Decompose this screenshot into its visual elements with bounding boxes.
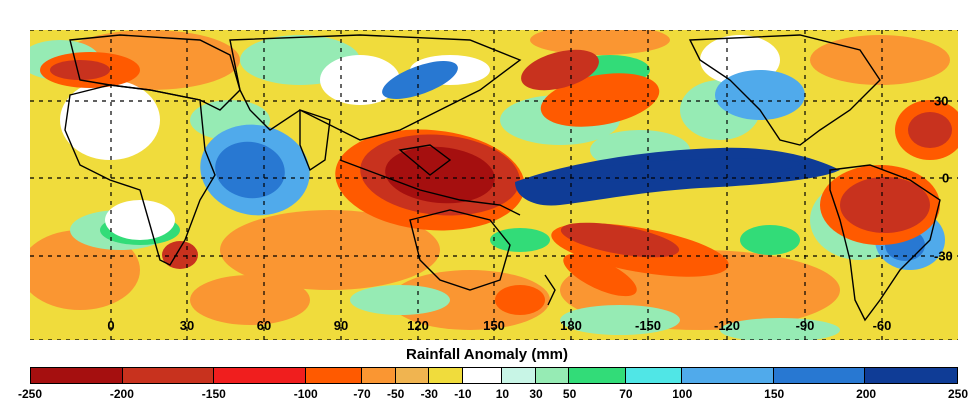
- colorbar-tick-label: -30: [420, 387, 438, 401]
- colorbar-tick-label: -100: [293, 387, 318, 401]
- colorbar-tick-label: 30: [529, 387, 543, 401]
- colorbar-tick-label: 250: [947, 387, 969, 401]
- colorbar-tick-label: 10: [495, 387, 510, 401]
- lon-label-neg150: -150: [634, 318, 662, 333]
- colorbar-segment: [773, 368, 866, 383]
- anomaly-patch: [540, 73, 660, 127]
- coastline: [688, 34, 881, 146]
- anomaly-field: [30, 30, 958, 340]
- colorbar-segment: [122, 368, 215, 383]
- lat-label-0: 0: [942, 170, 950, 186]
- lat-label-30: 30: [934, 93, 949, 109]
- lon-label-90: 90: [333, 318, 349, 333]
- anomaly-patch: [521, 49, 599, 91]
- graticule: [30, 30, 958, 340]
- anomaly-patch: [495, 285, 545, 315]
- anomaly-patch: [908, 112, 952, 148]
- anomaly-patch: [715, 70, 805, 120]
- coastline: [409, 209, 511, 291]
- colorbar-segment: [681, 368, 774, 383]
- anomaly-patch: [105, 200, 175, 240]
- colorbar-segment: [362, 368, 396, 383]
- anomaly-patch: [382, 61, 458, 99]
- anomaly-patch: [530, 30, 670, 55]
- anomaly-patch: [50, 60, 110, 80]
- colorbar-segment: [625, 368, 682, 383]
- anomaly-patch: [60, 80, 160, 160]
- anomaly-patch: [350, 285, 450, 315]
- anomaly-patch: [560, 158, 800, 182]
- coastline: [339, 159, 521, 216]
- colorbar-segment: [462, 368, 503, 383]
- coastline: [398, 144, 452, 176]
- coastline: [829, 164, 941, 322]
- lon-label-0: 0: [107, 318, 115, 333]
- coastline: [299, 109, 331, 172]
- anomaly-patch: [320, 55, 400, 105]
- colorbar-tick-label: -70: [353, 387, 371, 401]
- anomaly-patch: [720, 318, 840, 340]
- colorbar-segment: [535, 368, 570, 383]
- colorbar-segment: [214, 368, 307, 383]
- lon-label-30: 30: [179, 318, 195, 333]
- lon-label-neg60: -60: [872, 318, 892, 333]
- lon-label-60: 60: [256, 318, 272, 333]
- coastline: [229, 34, 522, 141]
- colorbar-tick-label: 200: [856, 387, 877, 401]
- anomaly-patch: [190, 275, 310, 325]
- anomaly-patch: [560, 222, 680, 258]
- lon-label-neg90: -90: [795, 318, 815, 333]
- colorbar-tick-label: 150: [764, 387, 785, 401]
- lat-label-neg30: -30: [934, 248, 953, 264]
- colorbar-tick-label: -50: [386, 387, 405, 401]
- anomaly-patch: [215, 141, 285, 199]
- colorbar-segment: [429, 368, 463, 383]
- anomaly-patch: [560, 305, 680, 335]
- anomaly-patch: [220, 210, 440, 290]
- anomaly-patch: [30, 230, 140, 310]
- coastline: [544, 274, 556, 306]
- colorbar-segment: [502, 368, 536, 383]
- lon-label-180: 180: [560, 318, 582, 333]
- colorbar-tick-label: -200: [109, 387, 134, 401]
- anomaly-patch: [810, 35, 950, 85]
- lon-label-neg120: -120: [713, 318, 741, 333]
- anomaly-patch: [740, 225, 800, 255]
- coastlines: [64, 34, 941, 322]
- lon-label-120: 120: [407, 318, 429, 333]
- colorbar-segment: [395, 368, 430, 383]
- colorbar-tick-label: -150: [201, 387, 226, 401]
- colorbar-segment: [306, 368, 363, 383]
- legend-title: Rainfall Anomaly (mm): [406, 346, 568, 363]
- coastline: [69, 34, 241, 111]
- colorbar-tick-label: 50: [562, 387, 577, 401]
- anomaly-patch: [390, 270, 550, 330]
- colorbar-tick-label: -10: [454, 387, 472, 401]
- colorbar-tick-label: 100: [672, 387, 693, 401]
- colorbar-segment: [569, 368, 626, 383]
- anomaly-patch: [162, 241, 198, 269]
- anomaly-patch: [840, 177, 930, 233]
- colorbar-segment: [865, 368, 958, 383]
- colorbar-tick-label: 70: [619, 387, 633, 401]
- colorbar-tick-label: -250: [17, 387, 43, 401]
- colorbar-segment: [31, 368, 123, 383]
- lon-label-150: 150: [483, 318, 505, 333]
- colorbar: [30, 367, 958, 384]
- anomaly-patch: [490, 228, 550, 252]
- anomaly-patch: [563, 253, 637, 297]
